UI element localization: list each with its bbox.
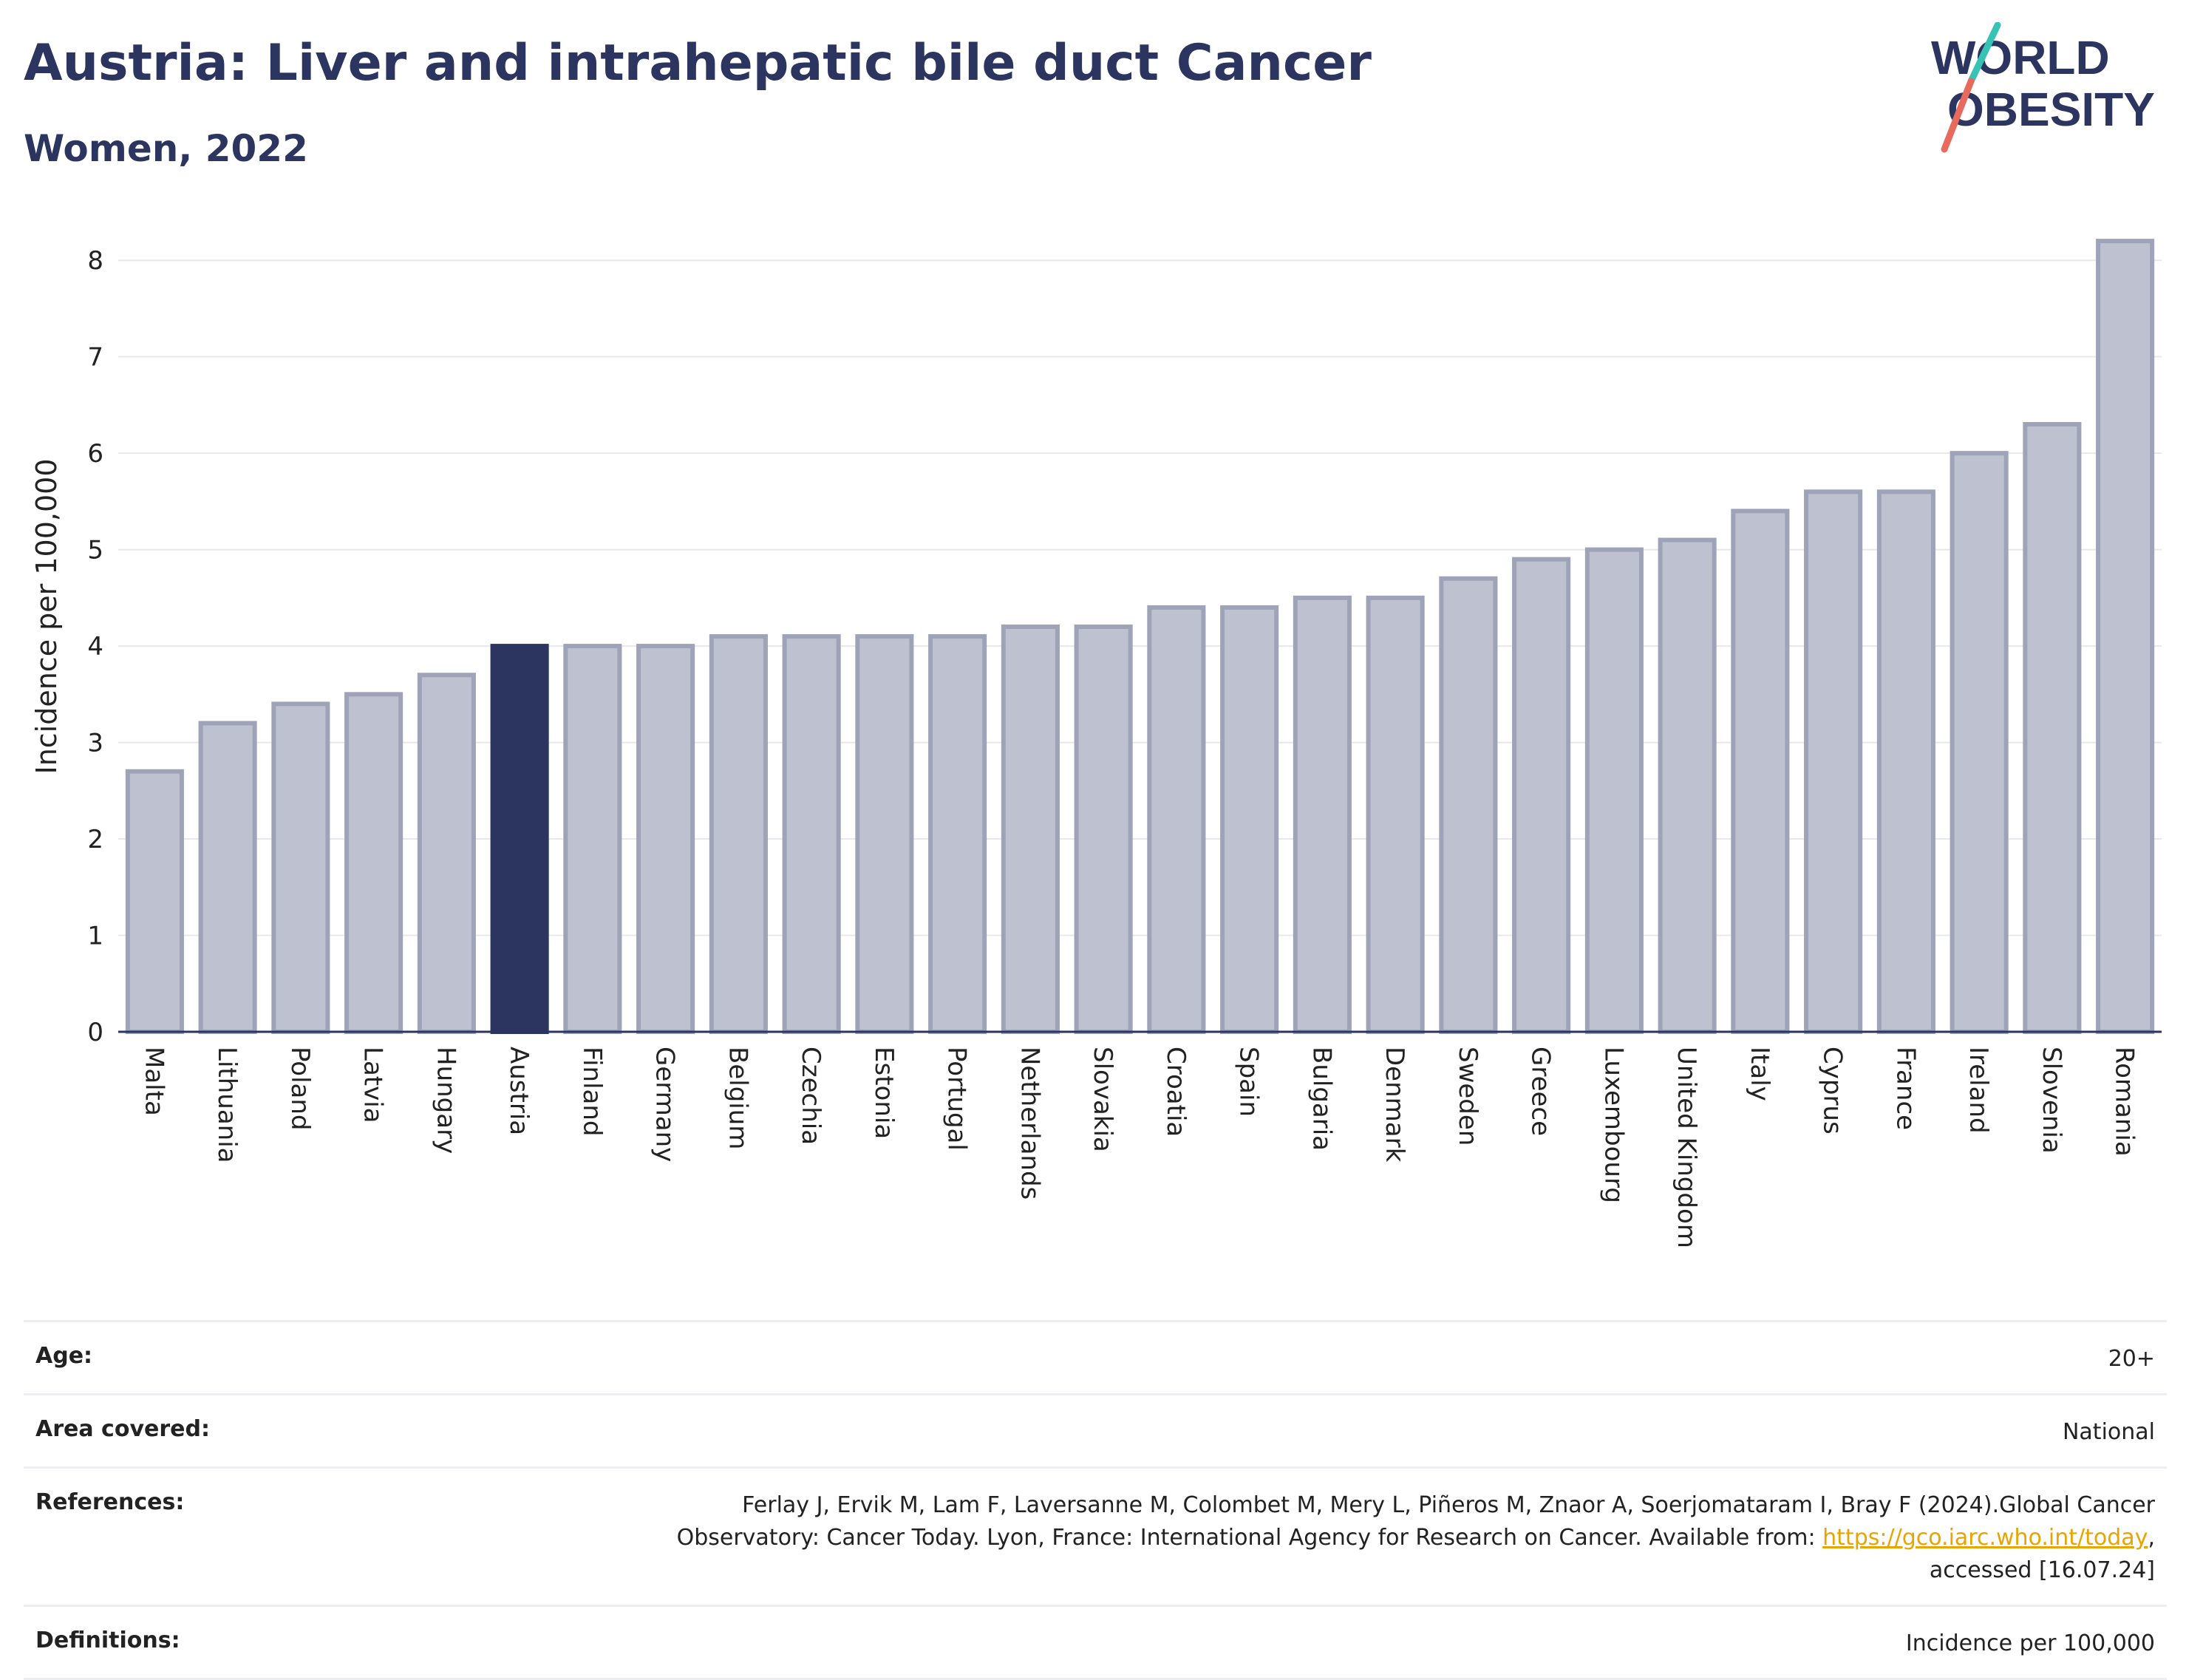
- x-tick-label: United Kingdom: [1672, 1047, 1701, 1248]
- y-tick-label: 6: [87, 439, 103, 469]
- x-tick-label: Hungary: [431, 1047, 460, 1154]
- definitions-label: Definitions:: [35, 1628, 180, 1653]
- bar-cyprus: [1804, 489, 1863, 1034]
- bar-netherlands: [1001, 625, 1060, 1034]
- bar-germany: [636, 644, 695, 1034]
- references-line3: accessed [16.07.24]: [1929, 1557, 2155, 1583]
- x-tick-label: Malta: [139, 1047, 168, 1116]
- bar-czechia: [782, 634, 841, 1034]
- bar-ireland: [1950, 451, 2009, 1034]
- chart-subtitle: Women, 2022: [24, 127, 308, 170]
- x-tick-label: Greece: [1526, 1047, 1556, 1136]
- x-tick-label: Sweden: [1453, 1047, 1482, 1146]
- bar-slovenia: [2023, 422, 2082, 1034]
- logo-line1: WORLD: [1931, 31, 2110, 84]
- bar-slovakia: [1074, 625, 1133, 1034]
- x-tick-label: Ireland: [1964, 1047, 1993, 1134]
- x-tick-label: Italy: [1745, 1047, 1774, 1101]
- y-axis-ticks: 0 1 2 3 4 5 6 7 8: [87, 246, 103, 1047]
- x-tick-label: Belgium: [723, 1047, 752, 1149]
- bar-united-kingdom: [1658, 537, 1717, 1034]
- bar-france: [1876, 489, 1935, 1034]
- info-row-area: Area covered: National: [24, 1393, 2167, 1466]
- area-value: National: [2062, 1419, 2155, 1445]
- references-label: References:: [35, 1489, 185, 1515]
- definitions-value: Incidence per 100,000: [1905, 1630, 2155, 1656]
- y-axis-label: Incidence per 100,000: [30, 458, 63, 774]
- x-axis-labels: Malta Lithuania Poland Latvia Hungary Austria…: [139, 1047, 2139, 1248]
- x-tick-label: Bulgaria: [1307, 1047, 1336, 1151]
- logo-slash-coral: [1941, 78, 1975, 153]
- bar-italy: [1731, 509, 1790, 1034]
- y-tick-label: 4: [87, 632, 103, 662]
- bar-portugal: [928, 634, 987, 1034]
- y-tick-label: 5: [87, 536, 103, 565]
- bar-spain: [1220, 605, 1279, 1034]
- x-tick-label: Portugal: [942, 1047, 972, 1151]
- x-tick-label: Spain: [1234, 1047, 1264, 1117]
- bar-lithuania: [198, 721, 257, 1034]
- y-tick-label: 8: [87, 246, 103, 276]
- bar-austria: [490, 644, 549, 1034]
- x-tick-label: Netherlands: [1015, 1047, 1044, 1200]
- info-row-definitions: Definitions: Incidence per 100,000: [24, 1605, 2167, 1680]
- x-tick-label: France: [1890, 1047, 1920, 1130]
- world-obesity-logo: WORLD OBESITY: [1931, 22, 2155, 153]
- references-line1: Ferlay J, Ervik M, Lam F, Laversanne M, …: [742, 1492, 2155, 1518]
- x-tick-label: Croatia: [1161, 1047, 1191, 1137]
- references-line2: Observatory: Cancer Today. Lyon, France:…: [677, 1522, 2155, 1554]
- area-label: Area covered:: [35, 1416, 210, 1442]
- x-tick-label: Romania: [2110, 1047, 2139, 1157]
- x-tick-label: Poland: [285, 1047, 315, 1131]
- y-tick-label: 7: [87, 343, 103, 373]
- age-value: 20+: [2108, 1346, 2155, 1372]
- bar-sweden: [1439, 576, 1498, 1034]
- bar-luxembourg: [1584, 547, 1644, 1034]
- bars: [125, 239, 2155, 1035]
- y-tick-label: 2: [87, 825, 103, 854]
- x-tick-label: Slovakia: [1088, 1047, 1117, 1152]
- x-tick-label: Estonia: [869, 1047, 899, 1139]
- logo-slash-teal: [1967, 22, 2001, 85]
- bar-greece: [1512, 557, 1571, 1034]
- age-label: Age:: [35, 1343, 93, 1369]
- info-row-age: Age: 20+: [24, 1320, 2167, 1393]
- bar-chart: 0 1 2 3 4 5 6 7 8 Malta Lithuania Poland Latvia Hung…: [30, 239, 2162, 1248]
- bar-hungary: [417, 673, 476, 1034]
- references-value: Ferlay J, Ervik M, Lam F, Laversanne M, …: [677, 1489, 2155, 1587]
- chart-title: Austria: Liver and intrahepatic bile duc…: [24, 34, 1372, 92]
- references-link[interactable]: https://gco.iarc.who.int/today: [1822, 1525, 2148, 1551]
- bar-latvia: [344, 692, 404, 1034]
- bar-croatia: [1147, 605, 1206, 1034]
- bar-poland: [271, 701, 330, 1035]
- x-tick-label: Luxembourg: [1598, 1047, 1628, 1203]
- bar-malta: [125, 769, 184, 1034]
- x-tick-label: Denmark: [1380, 1047, 1409, 1163]
- x-tick-label: Czechia: [796, 1047, 825, 1145]
- bar-bulgaria: [1293, 595, 1352, 1034]
- x-tick-label: Austria: [504, 1047, 534, 1135]
- bar-romania: [2096, 239, 2155, 1035]
- y-tick-label: 0: [87, 1018, 103, 1047]
- y-tick-label: 1: [87, 922, 103, 951]
- logo-line2: OBESITY: [1947, 83, 2155, 136]
- x-tick-label: Finland: [577, 1047, 607, 1137]
- bar-finland: [563, 644, 622, 1034]
- x-tick-label: Cyprus: [1818, 1047, 1848, 1135]
- x-tick-label: Slovenia: [2037, 1047, 2066, 1154]
- references-line2-post: ,: [2148, 1525, 2155, 1551]
- info-table: Age: 20+ Area covered: National Referenc…: [24, 1320, 2167, 1680]
- x-tick-label: Germany: [650, 1047, 680, 1162]
- info-row-references: References: Ferlay J, Ervik M, Lam F, La…: [24, 1466, 2167, 1605]
- bar-belgium: [709, 634, 768, 1034]
- x-tick-label: Latvia: [358, 1047, 388, 1123]
- y-tick-label: 3: [87, 729, 103, 758]
- x-tick-label: Lithuania: [212, 1047, 242, 1163]
- bar-denmark: [1366, 595, 1425, 1034]
- bar-estonia: [855, 634, 914, 1034]
- references-line2-text: Observatory: Cancer Today. Lyon, France:…: [676, 1525, 1823, 1551]
